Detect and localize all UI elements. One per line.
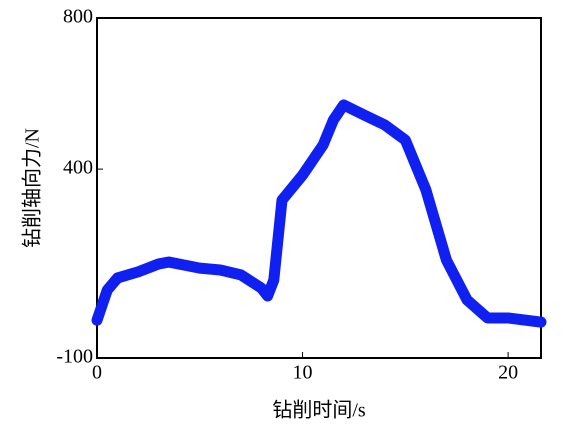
y-axis-label: 钻削轴向力/N [21, 128, 44, 248]
x-tick-label: 20 [498, 362, 518, 384]
data-line [91, 99, 547, 328]
y-tick-label: 800 [63, 6, 93, 28]
plot-frame [96, 17, 542, 359]
x-tick-label: 0 [92, 362, 102, 384]
y-tick-label: 400 [63, 157, 93, 179]
y-tick-label: -100 [56, 346, 93, 368]
x-axis-label: 钻削时间/s [272, 399, 366, 422]
x-tick-label: 10 [293, 362, 313, 384]
